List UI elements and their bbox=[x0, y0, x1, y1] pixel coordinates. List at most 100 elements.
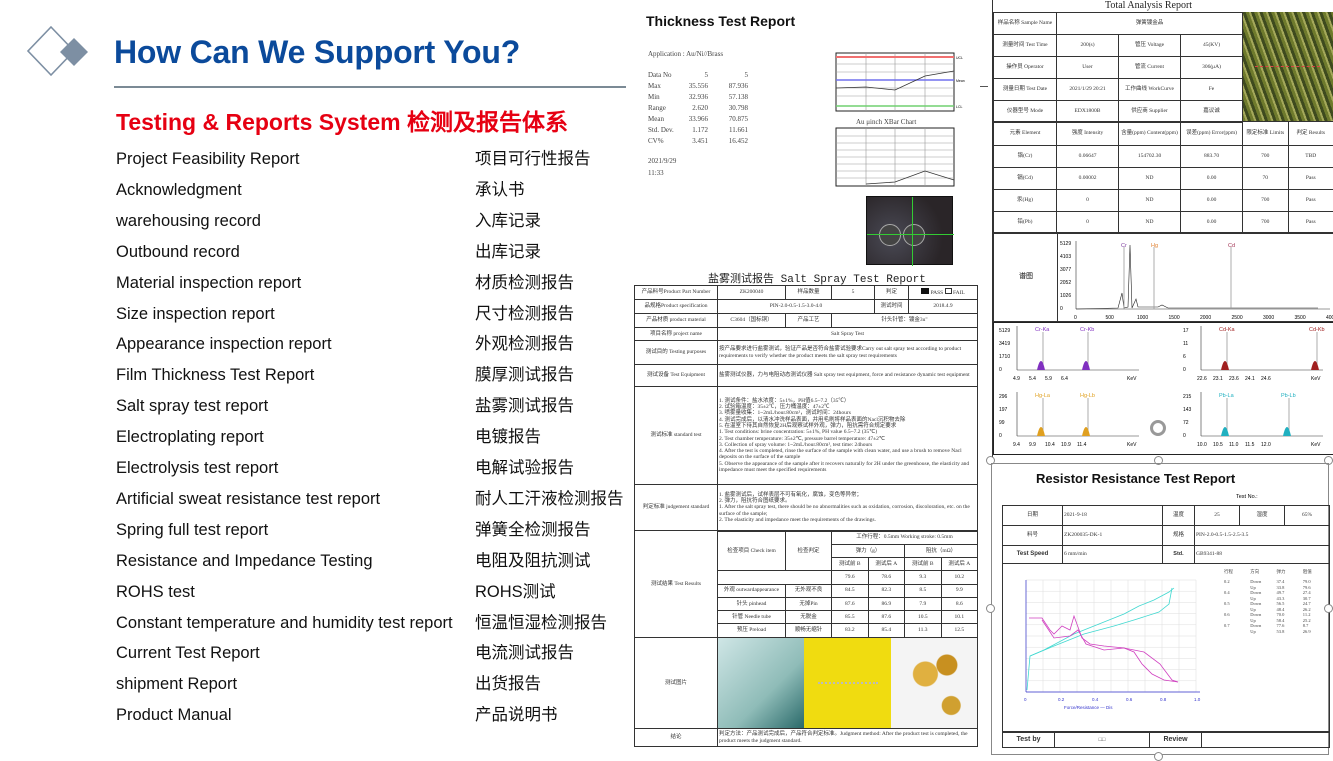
unit-label: KeV bbox=[1311, 376, 1321, 382]
table-cell: 25 bbox=[1195, 506, 1240, 526]
table-cell: Test Speed bbox=[1003, 546, 1063, 564]
resistance-curve bbox=[1029, 616, 1178, 682]
table-cell: 嘉议诚 bbox=[1181, 101, 1243, 123]
y-tick: 6 bbox=[1183, 354, 1186, 360]
y-tick: 5129 bbox=[1060, 241, 1071, 247]
salt-spray-report: 盐雾测试报告 Salt Spray Test Report 产品料号Produc… bbox=[634, 270, 979, 750]
review-value bbox=[1202, 733, 1330, 748]
x-tick: 24.6 bbox=[1261, 376, 1271, 382]
x-tick: 23.1 bbox=[1213, 376, 1223, 382]
peak-label: Cr bbox=[1121, 243, 1127, 249]
table-cell: 样品名称 Sample Name bbox=[994, 13, 1057, 35]
stat-cell: 2.620 bbox=[692, 104, 708, 112]
table-cell: 阻抗（mΩ） bbox=[905, 544, 978, 557]
stat-cell: 30.798 bbox=[729, 104, 748, 112]
stat-cell: 16.452 bbox=[729, 137, 748, 145]
table-cell: 测试后 A bbox=[941, 558, 978, 571]
x-tick: 4000 bbox=[1326, 315, 1333, 321]
y-tick: 1026 bbox=[1060, 293, 1071, 299]
x-tick: 3000 bbox=[1263, 315, 1274, 321]
x-tick: 9.9 bbox=[1029, 442, 1036, 448]
table-row: 结论判定方法：产品测试完成后，产品符合判定标准。Judgment method:… bbox=[635, 729, 978, 747]
unit-label: KeV bbox=[1311, 442, 1321, 448]
report-name-en: Constant temperature and humidity test r… bbox=[116, 614, 453, 632]
table-cell: PIN-2.0-0.5-1.5-3.0-4.0 bbox=[718, 300, 875, 314]
stat-cell: 33.966 bbox=[689, 115, 708, 123]
resistance-curve bbox=[1042, 620, 1178, 682]
mean-label: Mean bbox=[956, 79, 965, 83]
x-tick: 500 bbox=[1106, 315, 1115, 321]
stat-cell: 57.138 bbox=[729, 93, 748, 101]
stat-cell: 32.936 bbox=[689, 93, 708, 101]
table-cell: 700 bbox=[1243, 212, 1289, 234]
salt-title: 盐雾测试报告 Salt Spray Test Report bbox=[708, 270, 926, 286]
table-cell: 规格 bbox=[1163, 526, 1195, 546]
table-cell: ZK200035-DK-1 bbox=[1063, 526, 1163, 546]
table-cell: 误差(ppm) Error(ppm) bbox=[1181, 122, 1243, 146]
table-cell: 针头 pinhead bbox=[718, 597, 786, 610]
table-cell: 1. 盐雾测试后，试样表层不可有氧化，腐蚀，变色等异常；2. 弹力，阻抗符合图纸… bbox=[718, 485, 978, 531]
x-tick: 2500 bbox=[1232, 315, 1243, 321]
table-cell: 预压 Preload bbox=[718, 624, 786, 637]
table-cell: 2021/1/29 20:21 bbox=[1057, 79, 1119, 101]
table-cell: Salt Spray Test bbox=[718, 328, 978, 341]
report-name-en: Outbound record bbox=[116, 243, 240, 261]
table-cell: 65% bbox=[1285, 506, 1330, 526]
report-name-en: Resistance and Impedance Testing bbox=[116, 552, 373, 570]
table-cell: 镉(Cd) bbox=[994, 168, 1057, 190]
data-cell: 26.9 bbox=[1303, 629, 1329, 635]
x-tick: 0.4 bbox=[1092, 697, 1099, 702]
resistor-title: Resistor Resistance Test Report bbox=[1036, 471, 1235, 486]
table-cell: 元素 Element bbox=[994, 122, 1057, 146]
x-tick: 12.0 bbox=[1261, 442, 1271, 448]
standard-line: 5. Observe the appearance of the sample … bbox=[719, 461, 977, 474]
table-cell: 0 bbox=[1057, 212, 1119, 234]
table-cell: 弹簧镀金品 bbox=[1057, 13, 1243, 35]
resize-handle[interactable] bbox=[1324, 604, 1333, 613]
peak-area bbox=[1221, 427, 1229, 436]
column-header: 弹力 bbox=[1277, 569, 1303, 579]
y-tick: 3419 bbox=[999, 341, 1010, 347]
pass-checkbox-label: PASS bbox=[931, 290, 944, 296]
table-cell: EDX1800B bbox=[1057, 101, 1119, 123]
table-cell: TBD bbox=[1288, 146, 1333, 168]
peak-area bbox=[1311, 361, 1319, 370]
y-tick: 0 bbox=[1060, 306, 1063, 312]
peak-area bbox=[1082, 361, 1090, 370]
table-cell: PIN-2.0-0.5-1.5-2.5-3.5 bbox=[1195, 526, 1330, 546]
table-cell: ND bbox=[1119, 190, 1181, 212]
table-cell: 无掉Pin bbox=[786, 597, 832, 610]
table-cell: 弹力（g） bbox=[832, 544, 905, 557]
table-cell: 样品数量 bbox=[786, 286, 832, 300]
stat-cell: 35.556 bbox=[689, 82, 708, 90]
x-tick: 10.9 bbox=[1061, 442, 1071, 448]
y-tick: 99 bbox=[999, 420, 1005, 426]
report-name-en: Salt spray test report bbox=[116, 397, 268, 415]
column-header: 行程 bbox=[1224, 569, 1250, 579]
table-cell: PASS FAIL bbox=[909, 286, 978, 300]
thickness-title: Thickness Test Report bbox=[646, 13, 795, 29]
report-name-en: warehousing record bbox=[116, 212, 261, 230]
report-name-en: Project Feasibility Report bbox=[116, 150, 299, 168]
table-cell: C3604（国标铜） bbox=[718, 314, 786, 328]
rotate-handle-icon[interactable] bbox=[1150, 420, 1166, 436]
report-name-en: ROHS test bbox=[116, 583, 195, 601]
resize-handle[interactable] bbox=[986, 604, 995, 613]
